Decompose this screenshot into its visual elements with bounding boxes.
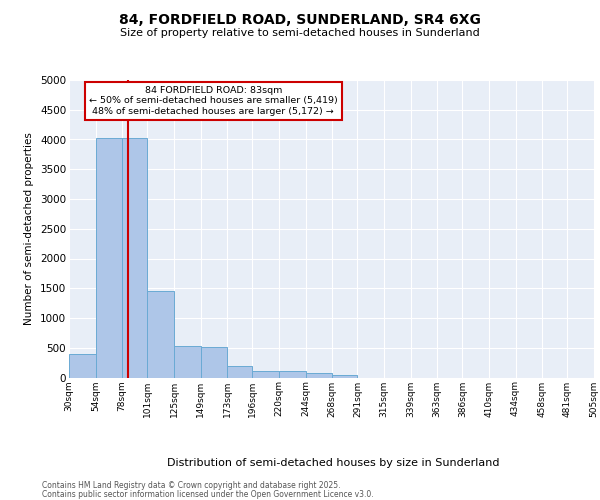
Bar xyxy=(174,346,200,378)
Bar xyxy=(122,138,148,378)
Text: Contains HM Land Registry data © Crown copyright and database right 2025.: Contains HM Land Registry data © Crown c… xyxy=(42,481,341,490)
Bar xyxy=(200,346,227,378)
Bar xyxy=(69,354,95,378)
Text: 84 FORDFIELD ROAD: 83sqm  
← 50% of semi-detached houses are smaller (5,419)
48%: 84 FORDFIELD ROAD: 83sqm ← 50% of semi-d… xyxy=(89,86,338,116)
Text: Contains public sector information licensed under the Open Government Licence v3: Contains public sector information licen… xyxy=(42,490,374,499)
Y-axis label: Number of semi-detached properties: Number of semi-detached properties xyxy=(25,132,34,325)
Bar xyxy=(148,291,174,378)
Text: Distribution of semi-detached houses by size in Sunderland: Distribution of semi-detached houses by … xyxy=(167,458,499,468)
Bar xyxy=(253,370,279,378)
Bar xyxy=(95,138,122,378)
Bar xyxy=(279,370,305,378)
Bar xyxy=(227,366,253,378)
Text: 84, FORDFIELD ROAD, SUNDERLAND, SR4 6XG: 84, FORDFIELD ROAD, SUNDERLAND, SR4 6XG xyxy=(119,12,481,26)
Text: Size of property relative to semi-detached houses in Sunderland: Size of property relative to semi-detach… xyxy=(120,28,480,38)
Bar xyxy=(305,373,332,378)
Bar xyxy=(332,374,358,378)
